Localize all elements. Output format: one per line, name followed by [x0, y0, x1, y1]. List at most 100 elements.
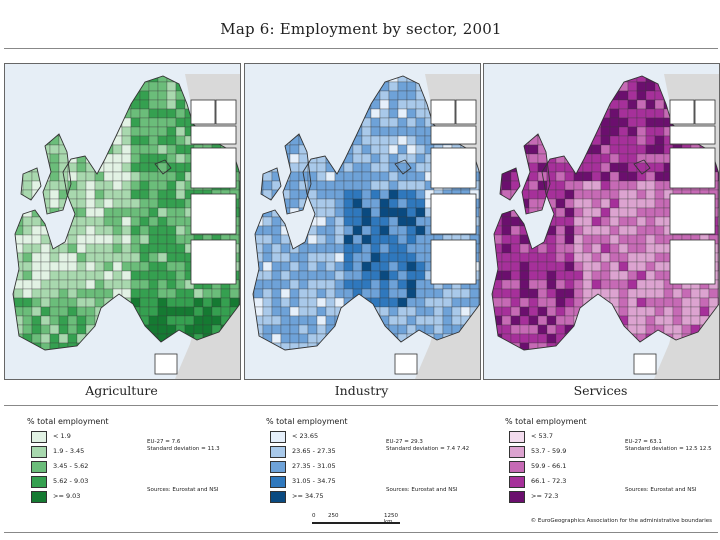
region-cell	[484, 370, 493, 379]
region-cell	[253, 162, 264, 173]
region-cell	[40, 324, 51, 335]
region-cell	[262, 243, 273, 254]
region-cell	[556, 352, 565, 361]
industry-map	[252, 64, 480, 379]
region-cell	[253, 198, 255, 209]
region-cell	[271, 153, 282, 164]
region-cell	[415, 243, 426, 254]
region-cell	[573, 81, 584, 92]
region-cell	[157, 216, 168, 227]
region-cell	[520, 361, 529, 370]
legend-swatch	[31, 476, 47, 488]
region-cell	[627, 225, 638, 236]
region-cell	[564, 207, 575, 218]
region-cell	[636, 189, 647, 200]
region-cell	[555, 234, 566, 245]
region-cell	[636, 153, 647, 164]
region-cell	[271, 99, 282, 110]
region-cell	[433, 297, 444, 308]
region-cell	[510, 144, 521, 155]
region-cell	[415, 297, 426, 308]
region-cell	[31, 198, 42, 209]
region-cell	[238, 252, 240, 263]
region-cell	[397, 180, 408, 191]
region-cell	[203, 64, 212, 73]
region-cell	[573, 288, 584, 299]
region-cell	[280, 99, 291, 110]
region-cell	[618, 180, 629, 191]
region-cell	[85, 117, 96, 128]
region-cell	[433, 288, 444, 299]
region-cell	[76, 243, 87, 254]
region-cell	[361, 261, 372, 272]
region-cell	[591, 153, 602, 164]
region-cell	[85, 243, 96, 254]
inset-map-box	[190, 193, 237, 235]
region-cell	[519, 117, 530, 128]
region-cell	[388, 153, 399, 164]
region-cell	[67, 99, 78, 110]
region-cell	[352, 108, 363, 119]
region-cell	[280, 117, 291, 128]
region-cell	[379, 126, 390, 137]
region-cell	[271, 117, 282, 128]
region-cell	[380, 370, 389, 379]
region-cell	[13, 108, 24, 119]
region-cell	[94, 135, 105, 146]
region-cell	[76, 324, 87, 335]
region-cell	[343, 81, 354, 92]
region-cell	[121, 225, 132, 236]
region-cell	[58, 99, 69, 110]
region-cell	[317, 64, 326, 73]
region-cell	[175, 198, 186, 209]
region-cell	[555, 180, 566, 191]
panel-label-industry: Industry	[334, 383, 389, 398]
region-cell	[610, 352, 619, 361]
region-cell	[433, 315, 444, 326]
region-cell	[176, 64, 185, 73]
region-cell	[121, 234, 132, 245]
region-cell	[67, 261, 78, 272]
region-cell	[22, 99, 33, 110]
region-cell	[371, 370, 380, 379]
region-cell	[13, 162, 24, 173]
region-cell	[94, 216, 105, 227]
region-cell	[67, 333, 78, 344]
region-cell	[718, 64, 719, 73]
inset-map-box	[190, 125, 237, 145]
copyright-note: © EuroGeographics Association for the ad…	[530, 518, 712, 524]
region-cell	[85, 99, 96, 110]
region-cell	[139, 162, 150, 173]
region-cell	[175, 288, 186, 299]
region-cell	[262, 324, 273, 335]
region-cell	[262, 306, 273, 317]
region-cell	[148, 162, 159, 173]
region-cell	[103, 198, 114, 209]
region-cell	[564, 324, 575, 335]
region-cell	[520, 64, 529, 73]
region-cell	[289, 306, 300, 317]
region-cell	[645, 153, 656, 164]
region-cell	[325, 189, 336, 200]
region-cell	[528, 342, 539, 350]
region-cell	[537, 90, 548, 101]
region-cell	[335, 352, 344, 361]
region-cell	[157, 306, 168, 317]
region-cell	[175, 225, 186, 236]
region-cell	[388, 198, 399, 209]
region-cell	[49, 324, 60, 335]
region-cell	[415, 306, 426, 317]
region-cell	[112, 324, 123, 335]
region-cell	[636, 297, 647, 308]
region-cell	[139, 216, 150, 227]
region-cell	[58, 225, 69, 236]
region-cell	[397, 162, 408, 173]
region-cell	[103, 189, 114, 200]
region-cell	[370, 144, 381, 155]
region-cell	[415, 108, 426, 119]
region-cell	[537, 216, 548, 227]
region-cell	[112, 297, 123, 308]
region-cell	[271, 144, 282, 155]
region-cell	[85, 297, 96, 308]
country-outline	[521, 133, 551, 215]
